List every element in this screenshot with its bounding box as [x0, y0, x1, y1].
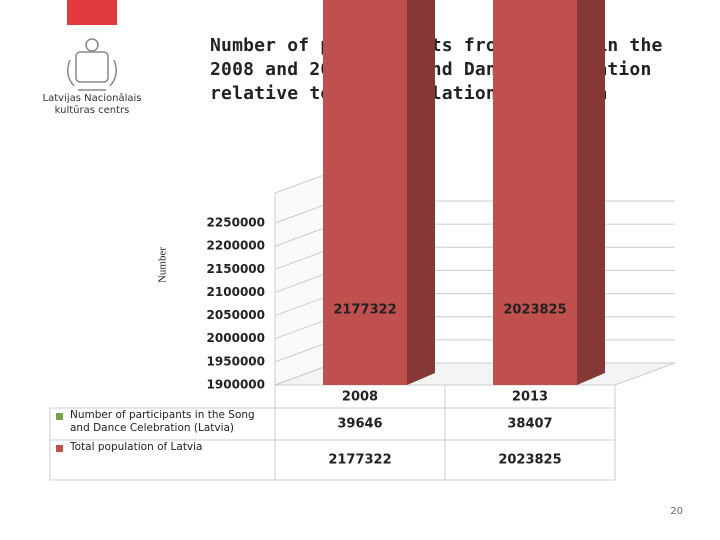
data-label: 2023825: [503, 303, 566, 318]
x-tick-label: 2013: [512, 390, 548, 405]
y-tick-label: 2250000: [207, 216, 265, 230]
y-axis-label: Number: [157, 247, 169, 283]
bar-side: [577, 0, 605, 385]
legend-box: Number of participants in the Song and D…: [70, 409, 255, 434]
legend-label: Number of participants in the Song and D…: [70, 409, 255, 434]
y-tick-label: 2100000: [207, 285, 265, 299]
page-number: 20: [670, 506, 683, 517]
table-value: 39646: [337, 417, 382, 432]
y-tick-label: 1900000: [207, 378, 265, 392]
x-tick-label: 2008: [342, 390, 378, 405]
logo-text: Latvijas Nacionālais: [43, 93, 142, 104]
y-tick-label: 2050000: [207, 308, 265, 322]
legend-label: Total population of Latvia: [70, 441, 203, 453]
legend-swatch: [56, 413, 63, 420]
logo-text: kultūras centrs: [55, 105, 130, 116]
bar-segment: [493, 0, 577, 385]
table-value: 38407: [507, 417, 552, 432]
bar-segment: [323, 0, 407, 385]
title-box: Number of participants from Latvia in th…: [210, 35, 663, 104]
y-tick-label: 2200000: [207, 239, 265, 253]
logo-bar: [67, 0, 117, 25]
data-table: 2008 2013 Number of participants in the So…: [49, 384, 616, 481]
table-value: 2177322: [328, 453, 391, 468]
bar-side: [407, 0, 435, 385]
emblem: [67, 38, 117, 91]
data-label: 2177322: [333, 303, 396, 318]
chart-title: Number of participants from Latvia in th…: [210, 35, 663, 104]
legend-box: Total population of Latvia: [70, 441, 203, 453]
legend-swatch: [56, 445, 63, 452]
table-value: 2023825: [498, 453, 561, 468]
y-tick-label: 2150000: [207, 262, 265, 276]
y-tick-label: 2000000: [207, 331, 265, 345]
y-tick-label: 1950000: [207, 354, 265, 368]
table-bg: [49, 407, 616, 481]
